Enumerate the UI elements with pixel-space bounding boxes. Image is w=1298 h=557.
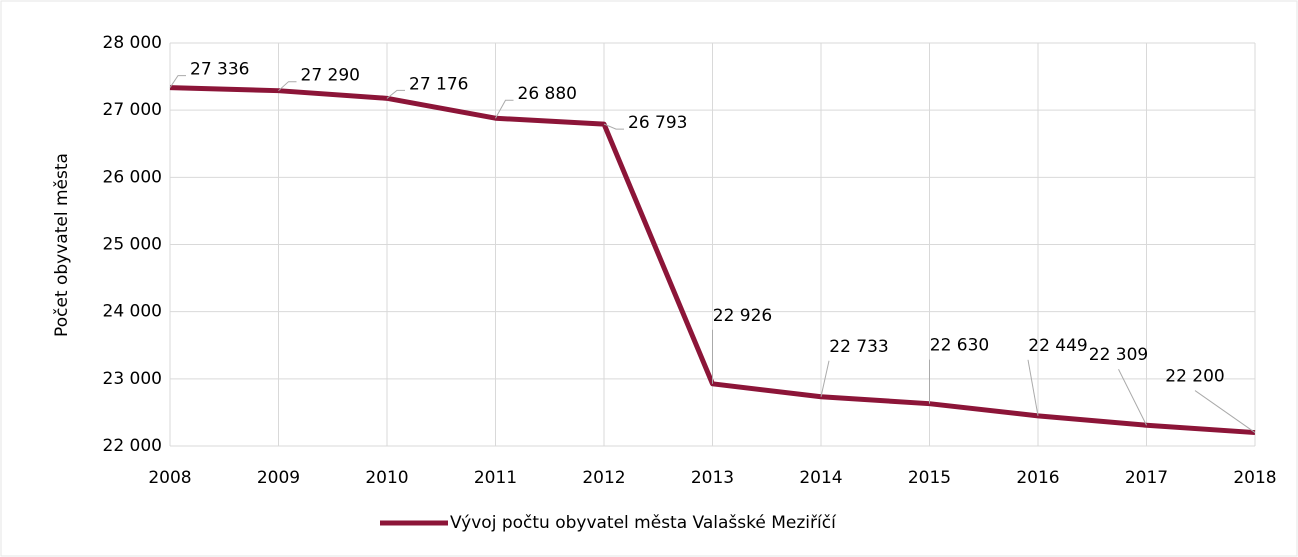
x-tick-label: 2009 [257, 468, 300, 488]
y-tick-label: 22 000 [103, 436, 162, 456]
data-label: 22 926 [713, 306, 772, 326]
data-label: 27 176 [409, 74, 468, 94]
y-axis-label: Počet obyvatel města [52, 153, 72, 337]
data-label: 22 630 [930, 336, 989, 356]
leader-line [1194, 390, 1256, 433]
y-tick-label: 25 000 [103, 235, 162, 255]
leader-line [820, 360, 830, 397]
data-label: 22 309 [1089, 345, 1148, 365]
data-label: 22 733 [829, 337, 888, 357]
data-label: 22 200 [1165, 367, 1224, 387]
line-series [169, 85, 1256, 436]
x-tick-label: 2016 [1016, 468, 1059, 488]
x-tick-label: 2018 [1233, 468, 1276, 488]
data-label: 26 880 [518, 84, 577, 104]
x-tick-label: 2017 [1125, 468, 1168, 488]
data-label: 22 449 [1028, 336, 1087, 356]
y-tick-label: 28 000 [103, 33, 162, 53]
x-tick-label: 2010 [365, 468, 408, 488]
x-tick-label: 2008 [148, 468, 191, 488]
legend-label: Vývoj počtu obyvatel města Valašské Mezi… [450, 513, 837, 533]
leader-line [1027, 359, 1039, 416]
leader-line [1118, 369, 1147, 426]
x-tick-label: 2014 [799, 468, 842, 488]
leader-line [169, 75, 186, 88]
data-label: 27 336 [190, 60, 249, 80]
data-label: 27 290 [301, 66, 360, 86]
leader-line [495, 99, 514, 119]
x-tick-label: 2015 [908, 468, 951, 488]
leader-line [278, 81, 297, 92]
x-tick-label: 2012 [582, 468, 625, 488]
y-tick-label: 24 000 [103, 302, 162, 322]
data-label: 26 793 [628, 113, 687, 133]
x-tick-label: 2011 [474, 468, 517, 488]
y-tick-label: 26 000 [103, 167, 162, 187]
y-tick-label: 23 000 [103, 369, 162, 389]
leader-line [386, 89, 405, 99]
x-tick-label: 2013 [691, 468, 734, 488]
y-tick-label: 27 000 [103, 100, 162, 120]
leader-line [603, 123, 624, 130]
